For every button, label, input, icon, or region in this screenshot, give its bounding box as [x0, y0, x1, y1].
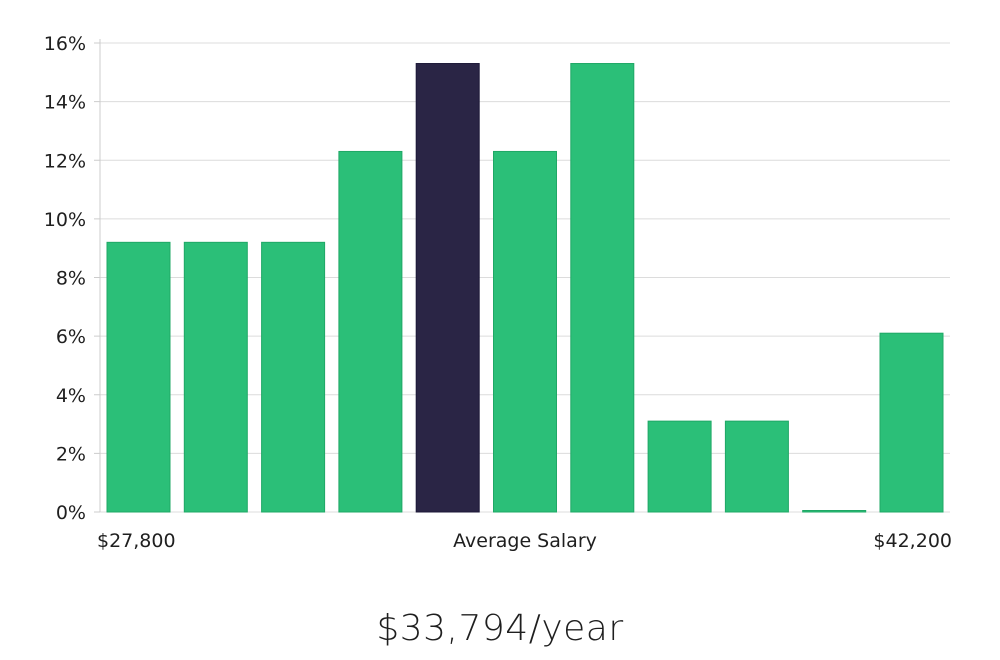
bars [106, 63, 944, 513]
y-tick-label-12: 12% [44, 150, 86, 172]
x-label-max: $42,200 [873, 530, 952, 552]
salary-histogram: 0% 2% 4% 6% 8% 10% 12% 14% 16% $27,800 Average S… [44, 33, 952, 552]
x-label-min: $27,800 [97, 530, 176, 552]
bar-4 [338, 150, 403, 513]
bar-8 [647, 420, 712, 513]
average-salary-headline: $33,794/year [376, 608, 624, 649]
bar-10 [802, 510, 867, 513]
y-tick-label-6: 6% [56, 326, 86, 348]
bar-11 [879, 332, 944, 513]
y-axis-ticks: 0% 2% 4% 6% 8% 10% 12% 14% 16% [44, 33, 100, 524]
bar-average-salary [415, 63, 480, 513]
x-label-center: Average Salary [453, 530, 597, 552]
y-tick-label-10: 10% [44, 209, 86, 231]
bar-9 [724, 420, 789, 513]
bar-3 [261, 241, 326, 513]
y-tick-label-8: 8% [56, 268, 86, 290]
bar-6 [493, 150, 557, 513]
y-tick-label-0: 0% [56, 502, 86, 524]
bar-1 [106, 241, 171, 513]
bar-7 [570, 63, 635, 513]
y-tick-label-2: 2% [56, 443, 86, 465]
x-axis-labels: $27,800 Average Salary $42,200 [97, 530, 952, 552]
bar-2 [183, 241, 248, 513]
y-tick-label-4: 4% [56, 385, 86, 407]
y-tick-label-14: 14% [44, 92, 86, 114]
y-tick-label-16: 16% [44, 33, 86, 55]
